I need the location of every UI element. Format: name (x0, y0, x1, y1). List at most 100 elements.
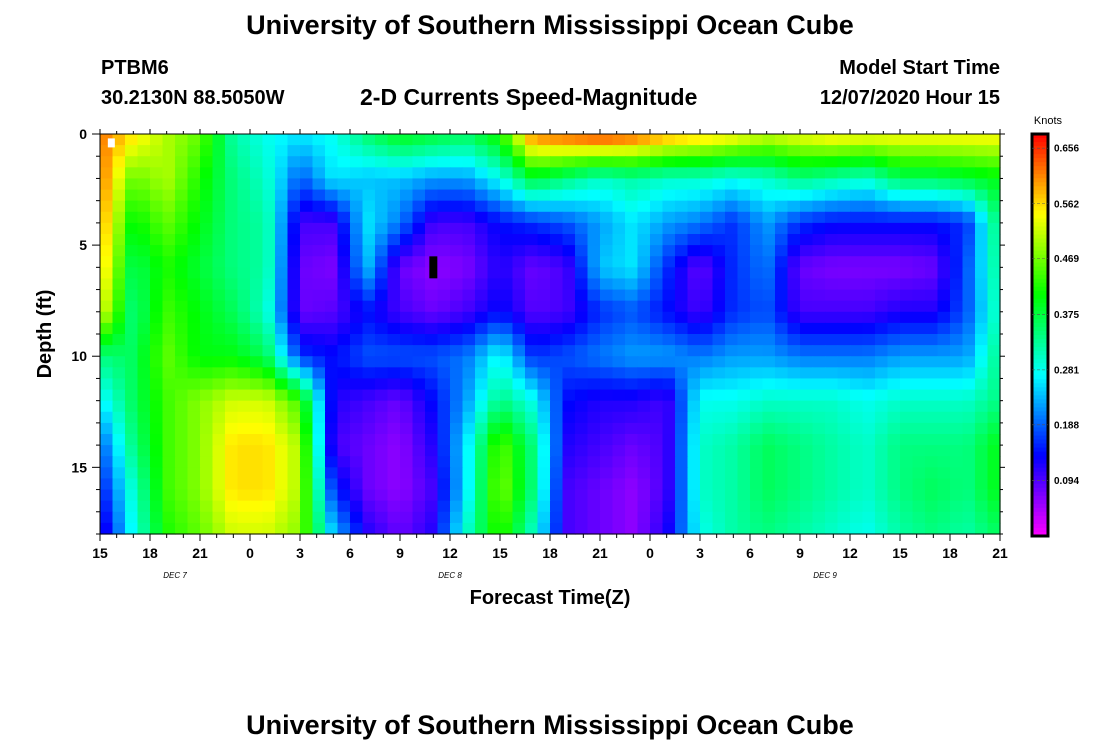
heatmap-cell (337, 367, 351, 380)
heatmap-cell (150, 289, 164, 302)
heatmap-cell (925, 267, 939, 280)
heatmap-cell (675, 445, 689, 457)
heatmap-cell (437, 378, 451, 391)
heatmap-cell (287, 234, 301, 246)
heatmap-cell (762, 511, 776, 524)
heatmap-cell (125, 345, 139, 357)
heatmap-cell (525, 378, 539, 391)
heatmap-cell (750, 389, 764, 402)
heatmap-cell (812, 522, 826, 535)
heatmap-cell (625, 300, 639, 313)
heatmap-cell (537, 389, 551, 402)
heatmap-cell (625, 445, 639, 457)
heatmap-cell (950, 478, 964, 491)
heatmap-cell (512, 189, 526, 202)
heatmap-cell (775, 234, 789, 246)
heatmap-cell (762, 300, 776, 313)
heatmap-cell (762, 389, 776, 402)
heatmap-cell (662, 456, 676, 468)
heatmap-cell (112, 356, 126, 368)
heatmap-cell (800, 445, 814, 457)
heatmap-cell (650, 400, 664, 413)
heatmap-cell (400, 289, 414, 302)
heatmap-cell (675, 156, 689, 168)
heatmap-cell (512, 334, 526, 346)
heatmap-cell (975, 456, 989, 468)
heatmap-cell (287, 145, 301, 157)
heatmap-cell (587, 389, 601, 402)
heatmap-cell (650, 322, 664, 335)
heatmap-cell (450, 245, 464, 257)
heatmap-cell (987, 267, 1001, 280)
heatmap-cell (937, 367, 951, 380)
x-tick-label: 15 (492, 545, 508, 561)
heatmap-cell (237, 467, 251, 480)
heatmap-cell (850, 445, 864, 457)
heatmap-cell (975, 489, 989, 502)
heatmap-cell (775, 511, 789, 524)
heatmap-cell (712, 411, 726, 424)
heatmap-cell (150, 311, 164, 324)
heatmap-cell (200, 511, 214, 524)
heatmap-cell (175, 511, 189, 524)
heatmap-cell (837, 145, 851, 157)
heatmap-cell (450, 489, 464, 502)
heatmap-cell (837, 322, 851, 335)
heatmap-cell (175, 211, 189, 224)
heatmap-cell (650, 356, 664, 368)
heatmap-cell (275, 234, 289, 246)
heatmap-cell (300, 478, 314, 491)
heatmap-cell (225, 267, 239, 280)
heatmap-cell (412, 289, 426, 302)
heatmap-cell (637, 267, 651, 280)
heatmap-cell (750, 511, 764, 524)
heatmap-cell (212, 200, 226, 213)
heatmap-cell (687, 400, 701, 413)
heatmap-cell (150, 245, 164, 257)
heatmap-cell (837, 300, 851, 313)
heatmap-cell (300, 134, 314, 146)
heatmap-cell (912, 356, 926, 368)
heatmap-cell (762, 500, 776, 513)
heatmap-cell (500, 300, 514, 313)
colorbar-swatch (1032, 443, 1048, 449)
heatmap-cell (237, 278, 251, 291)
heatmap-cell (775, 222, 789, 235)
heatmap-cell (225, 234, 239, 246)
heatmap-cell (150, 389, 164, 402)
heatmap-cell (125, 200, 139, 213)
heatmap-cell (350, 289, 364, 302)
heatmap-cell (500, 489, 514, 502)
heatmap-cell (100, 367, 114, 380)
heatmap-cell (675, 245, 689, 257)
heatmap-cell (425, 245, 439, 257)
heatmap-cell (225, 245, 239, 257)
heatmap-cell (412, 178, 426, 191)
heatmap-cell (400, 356, 414, 368)
heatmap-cell (112, 478, 126, 491)
heatmap-cell (762, 456, 776, 468)
heatmap-cell (925, 178, 939, 191)
heatmap-cell (725, 178, 739, 191)
heatmap-cell (262, 445, 276, 457)
heatmap-cell (862, 178, 876, 191)
heatmap-cell (675, 256, 689, 268)
heatmap-cell (312, 334, 326, 346)
heatmap-cell (237, 445, 251, 457)
heatmap-cell (450, 522, 464, 535)
heatmap-cell (575, 189, 589, 202)
heatmap-cell (275, 400, 289, 413)
heatmap-cell (587, 378, 601, 391)
heatmap-cell (537, 334, 551, 346)
heatmap-cell (712, 245, 726, 257)
heatmap-cell (412, 167, 426, 180)
heatmap-cell (225, 422, 239, 435)
heatmap-cell (987, 156, 1001, 168)
heatmap-cell (950, 456, 964, 468)
heatmap-cell (175, 234, 189, 246)
heatmap-cell (312, 222, 326, 235)
heatmap-cell (525, 278, 539, 291)
heatmap-cell (525, 145, 539, 157)
colorbar-swatch (1032, 230, 1048, 236)
heatmap-cell (937, 356, 951, 368)
